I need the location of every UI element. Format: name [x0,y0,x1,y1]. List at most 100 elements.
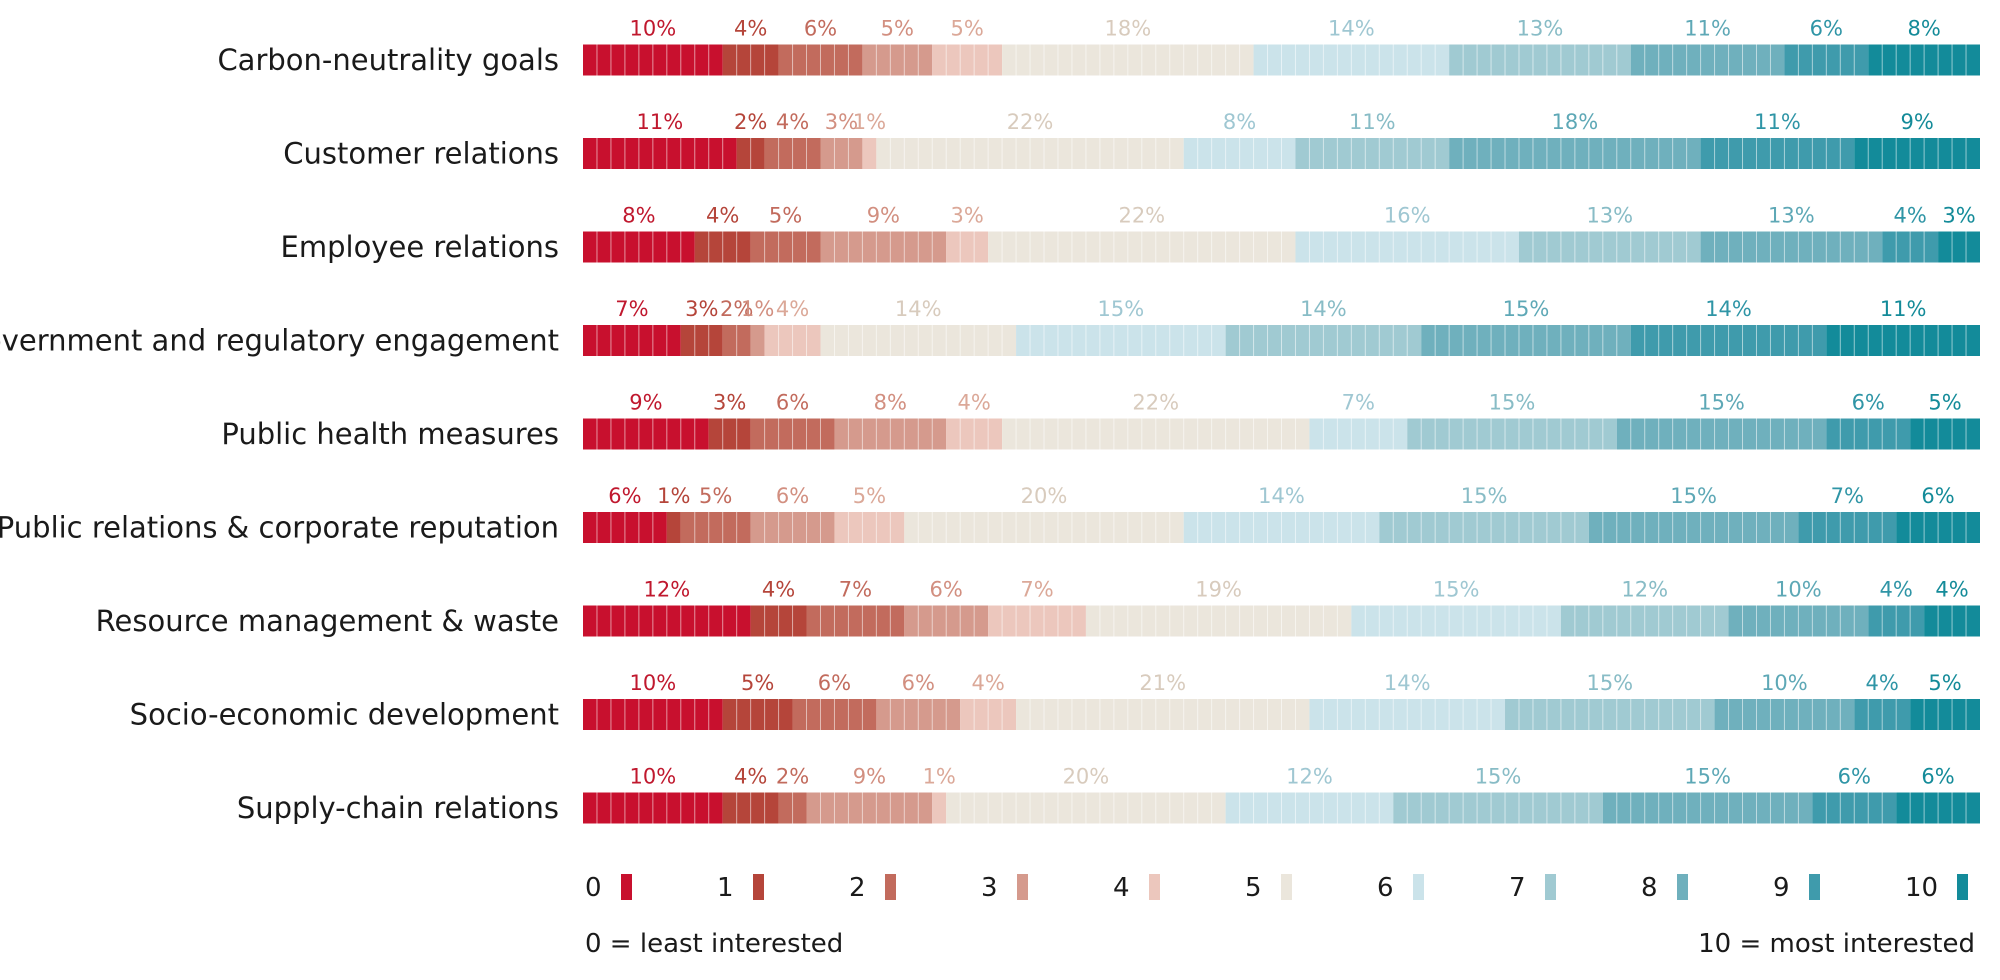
segment-ticks [1015,44,1241,76]
data-label: 3% [951,204,984,228]
chart-legend: 0 1 2 3 4 5 6 7 8 9 10 [585,873,1968,903]
data-label: 15% [1461,484,1508,508]
bar-segment-0 [583,325,681,356]
segment-ticks [1001,605,1073,637]
segment-ticks [764,605,794,637]
segment-ticks [1825,792,1883,824]
data-label: 22% [1118,204,1165,228]
bar-row: Public relations & corporate reputation 6… [0,484,1980,545]
data-label: 5% [951,17,984,41]
segment-ticks [1420,418,1604,450]
row-label: Public health measures [221,417,559,451]
row-label: Socio-economic development [130,698,559,732]
segment-ticks [1867,699,1897,730]
data-label: 8% [622,204,655,228]
legend-label: 6 [1377,873,1394,903]
data-label: 14% [1384,671,1431,695]
segment-ticks [847,418,933,450]
data-label: 5% [769,204,802,228]
segment-ticks [1923,699,1967,730]
legend-label: 2 [849,873,866,903]
bar-segment-1 [680,325,723,356]
data-label: 4% [1880,578,1913,602]
data-label: 6% [1852,391,1885,415]
segment-ticks [1518,699,1702,730]
segment-ticks [1267,44,1436,76]
data-label: 5% [881,17,914,41]
row-label: Carbon-neutrality goals [217,43,559,77]
segment-ticks [1197,138,1282,169]
data-label: 9% [867,204,900,228]
bar-segment-10 [1910,418,1980,450]
segment-ticks [833,138,849,169]
data-label: 2% [776,765,809,789]
data-label: 12% [643,578,690,602]
legend-swatch [1809,874,1820,900]
bar-segment-2 [750,231,821,263]
segment-ticks [1602,512,1785,543]
segment-ticks [694,512,738,543]
data-label: 10% [630,765,677,789]
data-label: 22% [1007,110,1054,134]
data-label: 2% [734,110,767,134]
segment-ticks [694,325,710,356]
segment-ticks [819,605,891,637]
data-label: 22% [1132,391,1179,415]
bar-row: Supply-chain relations 10% 4% 2% 9% 1% 20% 12% 1… [237,765,1980,825]
data-label: 15% [1586,671,1633,695]
bar-segment-10 [1826,325,1980,356]
data-label: 11% [636,110,683,134]
data-label: 6% [776,484,809,508]
segment-ticks [806,699,863,730]
data-label: 4% [734,17,767,41]
segment-ticks [736,792,766,824]
segment-ticks [1951,231,1967,263]
bar-segment-8 [1602,792,1813,824]
segment-ticks [1029,325,1213,356]
data-label: 6% [1921,484,1954,508]
segment-ticks [764,231,808,263]
data-label: 1% [657,484,690,508]
legend-label: 8 [1641,873,1658,903]
data-label: 11% [1880,297,1927,321]
row-label: Customer relations [283,137,559,171]
bar-row: Public health measures 9% 3% 6% 8% 4% 22% 7% 15%… [221,391,1980,451]
segment-ticks [833,231,933,263]
legend-swatch [885,874,896,900]
bar-segment-6 [1351,605,1561,637]
legend-label: 1 [717,873,734,903]
segment-ticks [596,138,724,169]
bar-segment-10 [1910,699,1980,730]
segment-ticks [959,792,1213,824]
segment-ticks [1909,512,1967,543]
segment-ticks [1029,699,1296,730]
segment-ticks [1742,605,1855,637]
segment-ticks [778,138,808,169]
segment-ticks [1937,605,1967,637]
bar-segment-4 [862,138,877,169]
segment-ticks [1630,418,1813,450]
bar-segment-4 [946,231,989,263]
segment-ticks [833,325,1003,356]
data-label: 10% [1761,671,1808,695]
bar-row: Government and regulatory engagement 7% 3%… [0,297,1980,358]
data-label: 9% [853,765,886,789]
bar-segment-5 [1085,605,1352,637]
chart-rows: Carbon-neutrality goals 10% 4% 6% 5% 5% 18% 14%… [0,17,1980,825]
segment-ticks [1881,44,1967,76]
segment-ticks [1239,325,1408,356]
segment-ticks [722,418,738,450]
segment-ticks [764,418,821,450]
segment-ticks [1406,792,1590,824]
data-label: 5% [1928,391,1961,415]
data-label: 6% [902,671,935,695]
data-label: 13% [1517,17,1564,41]
data-label: 12% [1621,578,1668,602]
segment-ticks [764,512,821,543]
data-label: 15% [1670,484,1717,508]
segment-ticks [1322,418,1394,450]
data-label: 14% [1300,297,1347,321]
row-label: Government and regulatory engagement [0,324,559,358]
data-label: 4% [776,110,809,134]
legend-swatch [1281,874,1292,900]
